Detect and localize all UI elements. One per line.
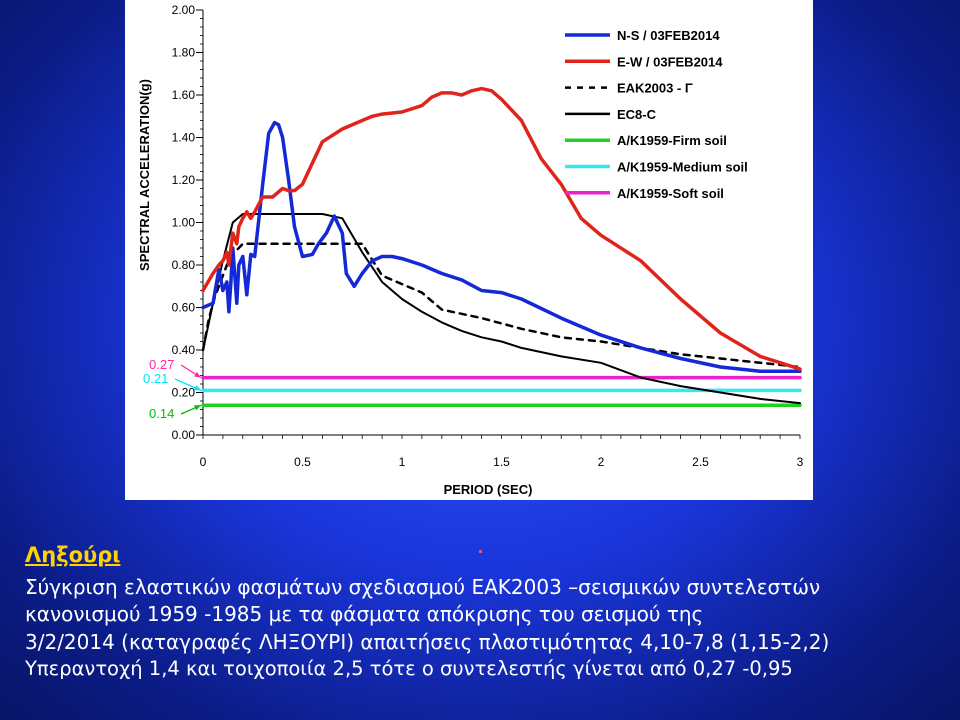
legend-label: A/K1959-Medium soil [617, 160, 748, 175]
x-tick-label: 2.5 [692, 455, 709, 469]
annotation-label: 0.27 [149, 357, 174, 372]
y-tick-label: 0.60 [172, 301, 196, 315]
y-tick-label: 1.20 [172, 173, 196, 187]
caption-line-4: Υπεραντοχή 1,4 και τοιχοποιία 2,5 τότε ο… [25, 657, 793, 680]
x-tick-label: 3 [797, 455, 804, 469]
red-dot-mark [479, 550, 482, 553]
legend-label: N-S / 03FEB2014 [617, 28, 720, 43]
y-tick-label: 0.80 [172, 258, 196, 272]
location-title: Ληξούρι [25, 543, 121, 567]
x-tick-label: 2 [598, 455, 605, 469]
caption-line-2: κανονισμού 1959 -1985 με τα φάσματα απόκ… [25, 602, 704, 626]
annotation-arrow-head [194, 385, 201, 391]
series-line-3 [202, 213, 801, 405]
annotation-label: 0.21 [143, 371, 168, 386]
y-tick-label: 2.00 [172, 3, 196, 17]
x-tick-label: 0.5 [294, 455, 311, 469]
spectrum-chart: 0.00 0.20 0.40 0.60 0.80 1.00 1.20 1.40 1.60 1.80… [137, 3, 804, 497]
y-tick-label: 0.20 [172, 386, 196, 400]
y-tick-label: 1.40 [172, 131, 196, 145]
y-tick-label: 1.80 [172, 46, 196, 60]
y-axis-label: SPECTRAL ACCELERATION(g) [137, 79, 152, 271]
caption-line-1: Σύγκριση ελαστικών φασμάτων σχεδιασμού Ε… [25, 575, 821, 599]
series-line-1 [201, 86, 802, 371]
legend-label: EAK2003 - Γ [617, 81, 693, 96]
annotation-label: 0.14 [149, 406, 174, 421]
y-tick-label: 1.60 [172, 88, 196, 102]
annotation-arrow-head [194, 371, 201, 378]
legend-label: EC8-C [617, 107, 657, 122]
legend-label: E-W / 03FEB2014 [617, 54, 723, 69]
x-tick-label: 1 [399, 455, 406, 469]
y-tick-label: 1.00 [172, 216, 196, 230]
x-tick-label: 0 [200, 455, 207, 469]
x-tick-label: 1.5 [493, 455, 510, 469]
y-tick-label: 0.00 [172, 428, 196, 442]
y-tick-label: 0.40 [172, 343, 196, 357]
caption-line-3: 3/2/2014 (καταγραφές ΛΗΞΟΥΡΙ) απαιτήσεις… [25, 630, 830, 654]
legend-label: A/K1959-Soft soil [617, 186, 724, 201]
series-line-2 [201, 242, 802, 369]
annotation-arrow-head [194, 405, 201, 411]
legend-label: A/K1959-Firm soil [617, 133, 727, 148]
chart-panel: 0.00 0.20 0.40 0.60 0.80 1.00 1.20 1.40 1.60 1.80… [125, 0, 813, 500]
x-axis-label: PERIOD (SEC) [444, 482, 533, 497]
series-line-0 [201, 120, 802, 374]
